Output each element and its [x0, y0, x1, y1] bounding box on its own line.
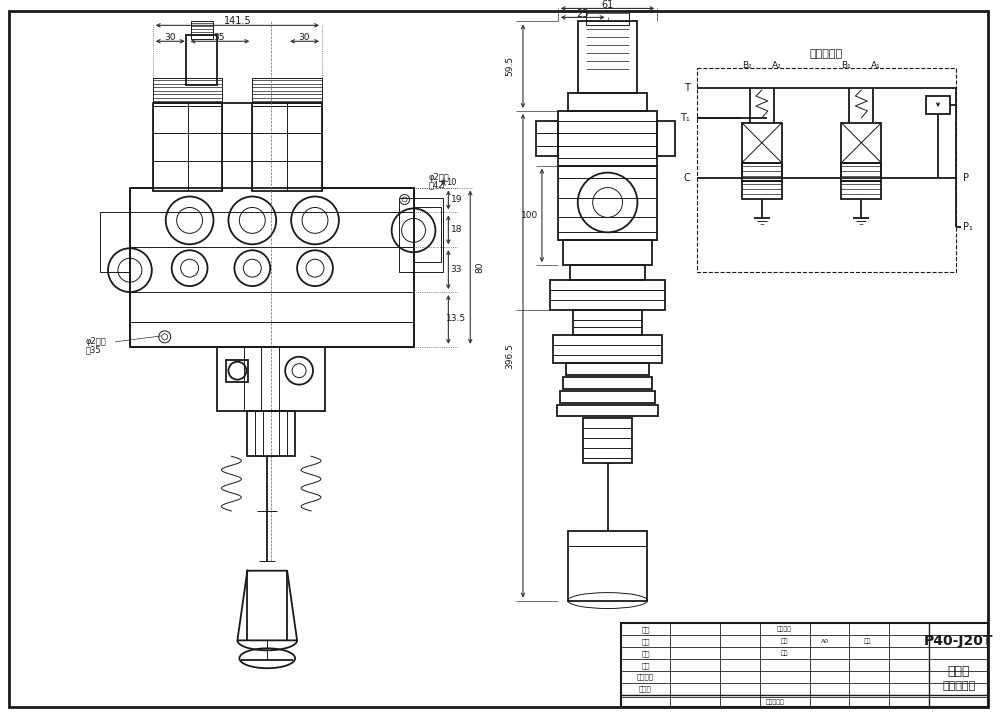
- Text: 批准: 批准: [641, 662, 650, 669]
- Text: P40-J20T: P40-J20T: [924, 634, 994, 649]
- Text: 10: 10: [446, 178, 457, 187]
- Text: 80: 80: [476, 262, 485, 273]
- Text: 18: 18: [451, 225, 462, 234]
- Bar: [573, 310, 642, 335]
- Text: 外形尺寸图: 外形尺寸图: [942, 681, 975, 691]
- Text: C: C: [684, 172, 691, 182]
- Bar: [247, 411, 295, 456]
- Text: 高42: 高42: [428, 180, 444, 189]
- Bar: [252, 78, 322, 106]
- Bar: [252, 103, 322, 191]
- Bar: [553, 335, 662, 363]
- Bar: [557, 405, 658, 416]
- Text: 审核批准人: 审核批准人: [765, 699, 784, 705]
- Bar: [563, 240, 652, 265]
- Bar: [558, 111, 657, 166]
- Text: A₁: A₁: [871, 61, 881, 69]
- Text: B₂: B₂: [742, 61, 752, 69]
- Text: 30: 30: [164, 33, 175, 41]
- Text: B₁: B₁: [842, 61, 851, 69]
- Text: A0: A0: [820, 639, 829, 644]
- Text: 61: 61: [601, 1, 614, 11]
- Text: 液压原理图: 液压原理图: [810, 49, 843, 59]
- Text: φ2屔孔: φ2屔孔: [85, 337, 106, 346]
- Bar: [560, 390, 655, 403]
- Bar: [536, 121, 558, 156]
- Bar: [558, 166, 657, 240]
- Text: 59.5: 59.5: [506, 56, 515, 77]
- Bar: [570, 265, 645, 280]
- Text: A₂: A₂: [772, 61, 782, 69]
- Bar: [100, 212, 130, 272]
- Bar: [217, 347, 325, 411]
- Bar: [414, 207, 441, 262]
- Bar: [130, 187, 414, 347]
- Text: 重量: 重量: [781, 651, 788, 656]
- Text: 30: 30: [298, 33, 310, 41]
- Text: 工艺: 工艺: [641, 650, 650, 656]
- Bar: [153, 103, 222, 191]
- Text: 25: 25: [576, 9, 589, 19]
- Bar: [742, 123, 782, 163]
- Bar: [841, 163, 881, 181]
- Text: 高35: 高35: [85, 345, 101, 354]
- Text: φ2屔孔: φ2屔孔: [428, 173, 449, 182]
- Bar: [568, 93, 647, 111]
- Bar: [742, 163, 782, 181]
- Text: 100: 100: [521, 211, 539, 220]
- Bar: [550, 280, 665, 310]
- Text: P: P: [963, 172, 969, 182]
- Bar: [566, 363, 649, 375]
- Text: 工程编号: 工程编号: [637, 674, 654, 681]
- Bar: [186, 35, 217, 85]
- Text: 标准化: 标准化: [639, 686, 652, 692]
- Text: T₁: T₁: [680, 113, 690, 123]
- Bar: [621, 623, 988, 707]
- Text: 13.5: 13.5: [446, 315, 466, 323]
- Text: 设计: 设计: [641, 626, 650, 633]
- Text: P₁: P₁: [963, 222, 973, 232]
- Text: 141.5: 141.5: [224, 16, 251, 26]
- Bar: [841, 123, 881, 163]
- Bar: [657, 121, 675, 156]
- Text: 比例: 比例: [781, 638, 788, 644]
- Text: 审核: 审核: [641, 638, 650, 645]
- Text: 33: 33: [451, 265, 462, 274]
- Bar: [583, 418, 632, 463]
- Bar: [399, 197, 443, 272]
- Text: 35: 35: [214, 33, 225, 41]
- Bar: [697, 68, 956, 272]
- Text: 19: 19: [451, 195, 462, 204]
- Bar: [742, 181, 782, 199]
- Bar: [563, 377, 652, 388]
- Bar: [226, 360, 248, 382]
- Bar: [926, 96, 950, 114]
- Text: 396.5: 396.5: [506, 342, 515, 369]
- Text: 多路阀: 多路阀: [948, 665, 970, 678]
- Bar: [153, 78, 222, 106]
- Bar: [578, 21, 637, 93]
- Bar: [586, 11, 629, 25]
- Bar: [191, 21, 213, 39]
- Text: 材料牌号: 材料牌号: [777, 626, 792, 632]
- Bar: [841, 181, 881, 199]
- Text: 图号: 图号: [864, 638, 871, 644]
- Text: T: T: [684, 83, 690, 93]
- Bar: [568, 531, 647, 601]
